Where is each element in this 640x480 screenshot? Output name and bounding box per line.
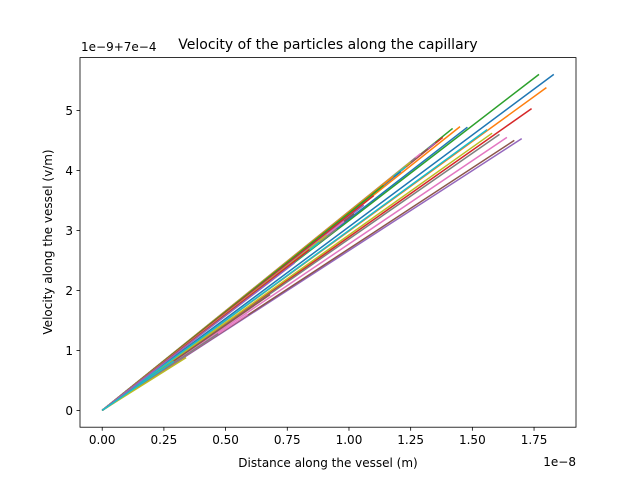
x-tick-label-3: 0.50 [212, 433, 239, 447]
series-line-32 [101, 262, 296, 411]
series-line-10 [101, 128, 488, 412]
chart-title: Velocity of the particles along the capi… [178, 37, 477, 53]
y-tick-label-1: 0 [65, 404, 73, 418]
x-tick-label-8: 1.75 [521, 433, 548, 447]
y-tick-label-3: 2 [65, 284, 73, 298]
y-axis-label: Velocity along the vessel (v/m) [41, 149, 55, 334]
x-offset-text: 1e−8 [543, 455, 576, 469]
series-line-9 [101, 132, 493, 412]
series-layer [101, 73, 555, 412]
x-axis-ticks: 0.00 0.25 0.50 0.75 1.00 1.25 1.50 1.75 [89, 427, 548, 447]
x-tick-label-5: 1.00 [336, 433, 363, 447]
x-tick-label-6: 1.25 [397, 433, 424, 447]
series-line-1 [101, 73, 555, 412]
y-axis-ticks: 0 1 2 3 4 5 [65, 104, 80, 418]
x-tick-label-1: 0.00 [89, 433, 116, 447]
x-tick-label-2: 0.25 [151, 433, 178, 447]
series-line-37 [101, 360, 175, 412]
x-tick-label-7: 1.50 [459, 433, 486, 447]
y-tick-label-5: 4 [65, 164, 73, 178]
y-offset-text: 1e−9+7e−4 [81, 40, 156, 54]
plot-frame [79, 57, 577, 428]
x-tick-label-4: 0.75 [274, 433, 301, 447]
y-tick-label-6: 5 [65, 104, 73, 118]
x-axis-label: Distance along the vessel (m) [238, 456, 417, 470]
y-tick-label-4: 3 [65, 224, 73, 238]
y-tick-label-2: 1 [65, 344, 73, 358]
